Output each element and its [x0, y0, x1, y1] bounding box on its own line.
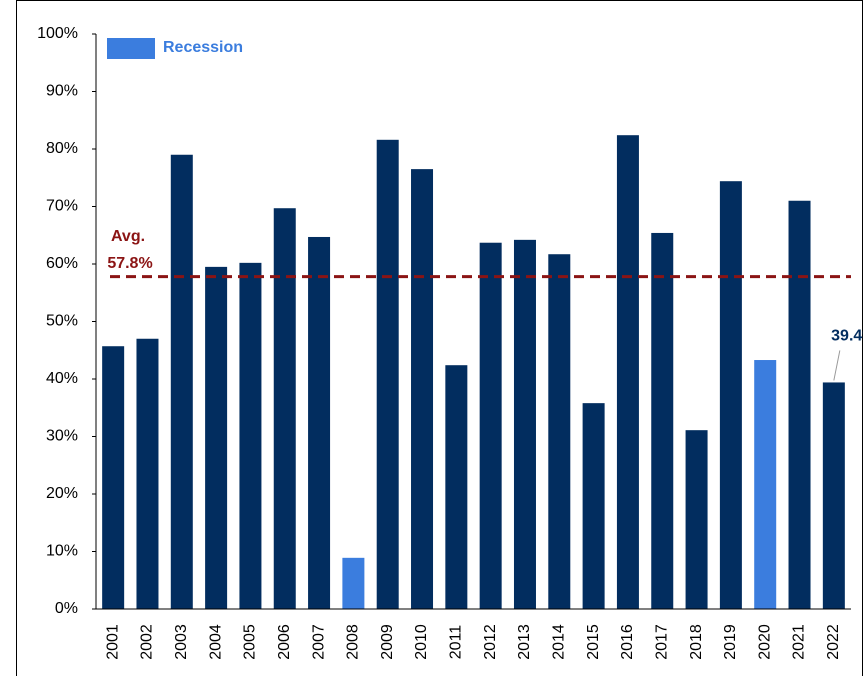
bar [445, 365, 468, 609]
bar [205, 266, 228, 609]
x-tick-label: 2017 [653, 624, 670, 660]
bar [342, 557, 365, 609]
y-tick-label: 50% [46, 313, 78, 330]
average-value-label: 57.8% [107, 255, 152, 272]
legend-label: Recession [163, 39, 243, 56]
bar [411, 169, 434, 609]
y-tick-label: 60% [46, 255, 78, 272]
bar [685, 430, 708, 609]
label-leader [833, 350, 841, 381]
x-tick-label: 2003 [173, 624, 190, 660]
x-tick-label: 2020 [756, 624, 773, 660]
x-tick-label: 2012 [482, 624, 499, 660]
x-tick-label: 2018 [688, 624, 705, 660]
bar [616, 135, 639, 609]
x-tick-label: 2022 [825, 624, 842, 660]
y-tick-label: 30% [46, 428, 78, 445]
average-label: Avg. [111, 228, 145, 245]
bar [170, 154, 193, 609]
x-tick-label: 2015 [585, 624, 602, 660]
x-tick-label: 2011 [448, 625, 465, 660]
x-tick-label: 2010 [413, 624, 430, 660]
bar [582, 403, 605, 609]
x-tick-label: 2005 [242, 624, 259, 660]
bar [136, 338, 159, 609]
y-tick-label: 90% [46, 83, 78, 100]
x-tick-label: 2014 [551, 624, 568, 660]
y-tick-label: 0% [55, 600, 78, 617]
y-tick-label: 80% [46, 140, 78, 157]
x-tick-label: 2002 [139, 624, 156, 660]
y-tick-label: 100% [37, 25, 78, 42]
bar [239, 262, 262, 609]
bar [754, 360, 777, 609]
bar [822, 382, 845, 609]
x-tick-label: 2001 [104, 624, 121, 660]
bar [719, 181, 742, 609]
x-tick-label: 2004 [207, 624, 224, 660]
bar [479, 242, 502, 609]
value-label: 39.4% [831, 328, 863, 345]
bar [308, 236, 331, 609]
bar [788, 200, 811, 609]
x-tick-label: 2008 [345, 624, 362, 660]
x-tick-label: 2006 [276, 624, 293, 660]
x-tick-label: 2016 [619, 624, 636, 660]
x-tick-label: 2021 [791, 624, 808, 660]
y-tick-label: 40% [46, 370, 78, 387]
x-tick-label: 2019 [722, 624, 739, 660]
legend-swatch [107, 38, 155, 59]
x-tick-label: 2007 [310, 624, 327, 660]
y-tick-label: 10% [46, 543, 78, 560]
x-tick-label: 2013 [516, 624, 533, 660]
y-tick-label: 20% [46, 485, 78, 502]
y-tick-label: 70% [46, 198, 78, 215]
bar [513, 239, 536, 609]
bar [273, 208, 296, 609]
bar [651, 232, 674, 609]
bar [548, 254, 571, 609]
bar [102, 346, 125, 609]
x-tick-label: 2009 [379, 624, 396, 660]
bar [376, 139, 399, 610]
